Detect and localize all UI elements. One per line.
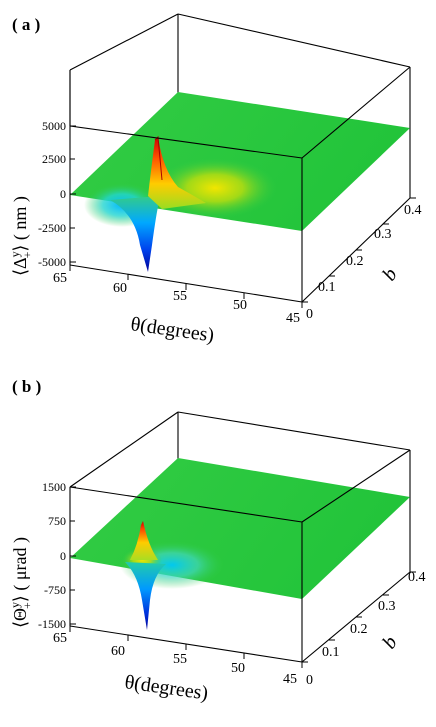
panel-b-box-front: [69, 449, 411, 663]
panel-a-positive-spike: [148, 137, 206, 209]
panel-b-ytick-label: 0.3: [378, 599, 396, 614]
panel-a-xtick-label: 45: [286, 311, 300, 326]
panel-a-negative-spike: [110, 196, 160, 272]
panel-b-xtick-label: 45: [283, 672, 297, 687]
panel-a-xtick-label: 60: [113, 281, 127, 296]
panel-a-ytick-label: 0.2: [346, 254, 364, 269]
panel-b-xtick-label: 55: [173, 652, 187, 667]
panel-a-ylabel: b: [378, 264, 402, 285]
panel-a-ztick-label: -2500: [38, 221, 66, 235]
panel-b-xtick-label: 50: [231, 661, 245, 676]
panel-b-ylabel: b: [378, 632, 402, 653]
panel-b-xtick-label: 60: [111, 644, 125, 659]
panel-a-ztick-label: 5000: [42, 119, 66, 133]
panel-b-zlabel: ⟨Θy+⟩ ( μrad ): [8, 537, 34, 628]
panel-b-ytick-label: 0: [306, 673, 313, 688]
panel-b-ztick-label: 0: [60, 549, 66, 563]
panel-a-xtick-label: 55: [173, 289, 187, 304]
panel-b-ytick-label: 0.4: [408, 570, 426, 585]
panel-b: 1500 750 0 -750 -1500 65 60 55 50 45: [8, 377, 426, 705]
panel-b-ytick-label: 0.2: [350, 622, 368, 637]
panel-b-negative-spike: [125, 562, 166, 630]
panel-a-zlabel: ⟨Δy+⟩ ( nm ): [8, 196, 34, 276]
panel-a-xtick-label: 65: [53, 271, 67, 286]
panel-b-ztick-label: -1500: [38, 617, 66, 631]
panel-a: 5000 2500 0 -2500 -5000 65 60 55 50 45: [8, 13, 422, 347]
panel-a-xtick-label: 50: [233, 298, 247, 313]
panel-b-xtick-label: 65: [53, 631, 67, 646]
panel-a-x-ticks: [69, 265, 303, 308]
panel-b-positive-spike: [130, 521, 158, 560]
panel-a-y-ticks: [302, 197, 416, 303]
panel-b-z-ticks: [70, 486, 76, 625]
panel-b-ztick-label: 1500: [42, 480, 66, 494]
panel-a-ytick-label: 0: [306, 307, 313, 322]
panel-a-ztick-label: 0: [60, 187, 66, 201]
panel-a-ztick-label: 2500: [42, 152, 66, 166]
panel-b-x-ticks: [69, 626, 303, 668]
panel-b-ztick-label: 750: [48, 514, 66, 528]
panel-a-ztick-label: -5000: [38, 255, 66, 269]
panel-b-y-ticks: [302, 571, 416, 663]
panel-a-ytick-label: 0.1: [318, 280, 336, 295]
panel-b-label: ( b ): [12, 377, 41, 396]
panel-b-xlabel: θ(degrees): [123, 671, 209, 704]
panel-a-positive-spike-edge: [154, 135, 163, 181]
panel-a-ytick-label: 0.4: [404, 203, 422, 218]
panel-a-xlabel: θ(degrees): [129, 313, 215, 346]
panel-b-ytick-label: 0.1: [322, 645, 340, 660]
panel-b-ztick-label: -750: [44, 583, 66, 597]
panel-a-label: ( a ): [12, 15, 40, 34]
panel-a-ytick-label: 0.3: [374, 227, 392, 242]
panel-b-surface-plane: [70, 458, 410, 599]
panel-a-z-ticks: [70, 125, 76, 263]
